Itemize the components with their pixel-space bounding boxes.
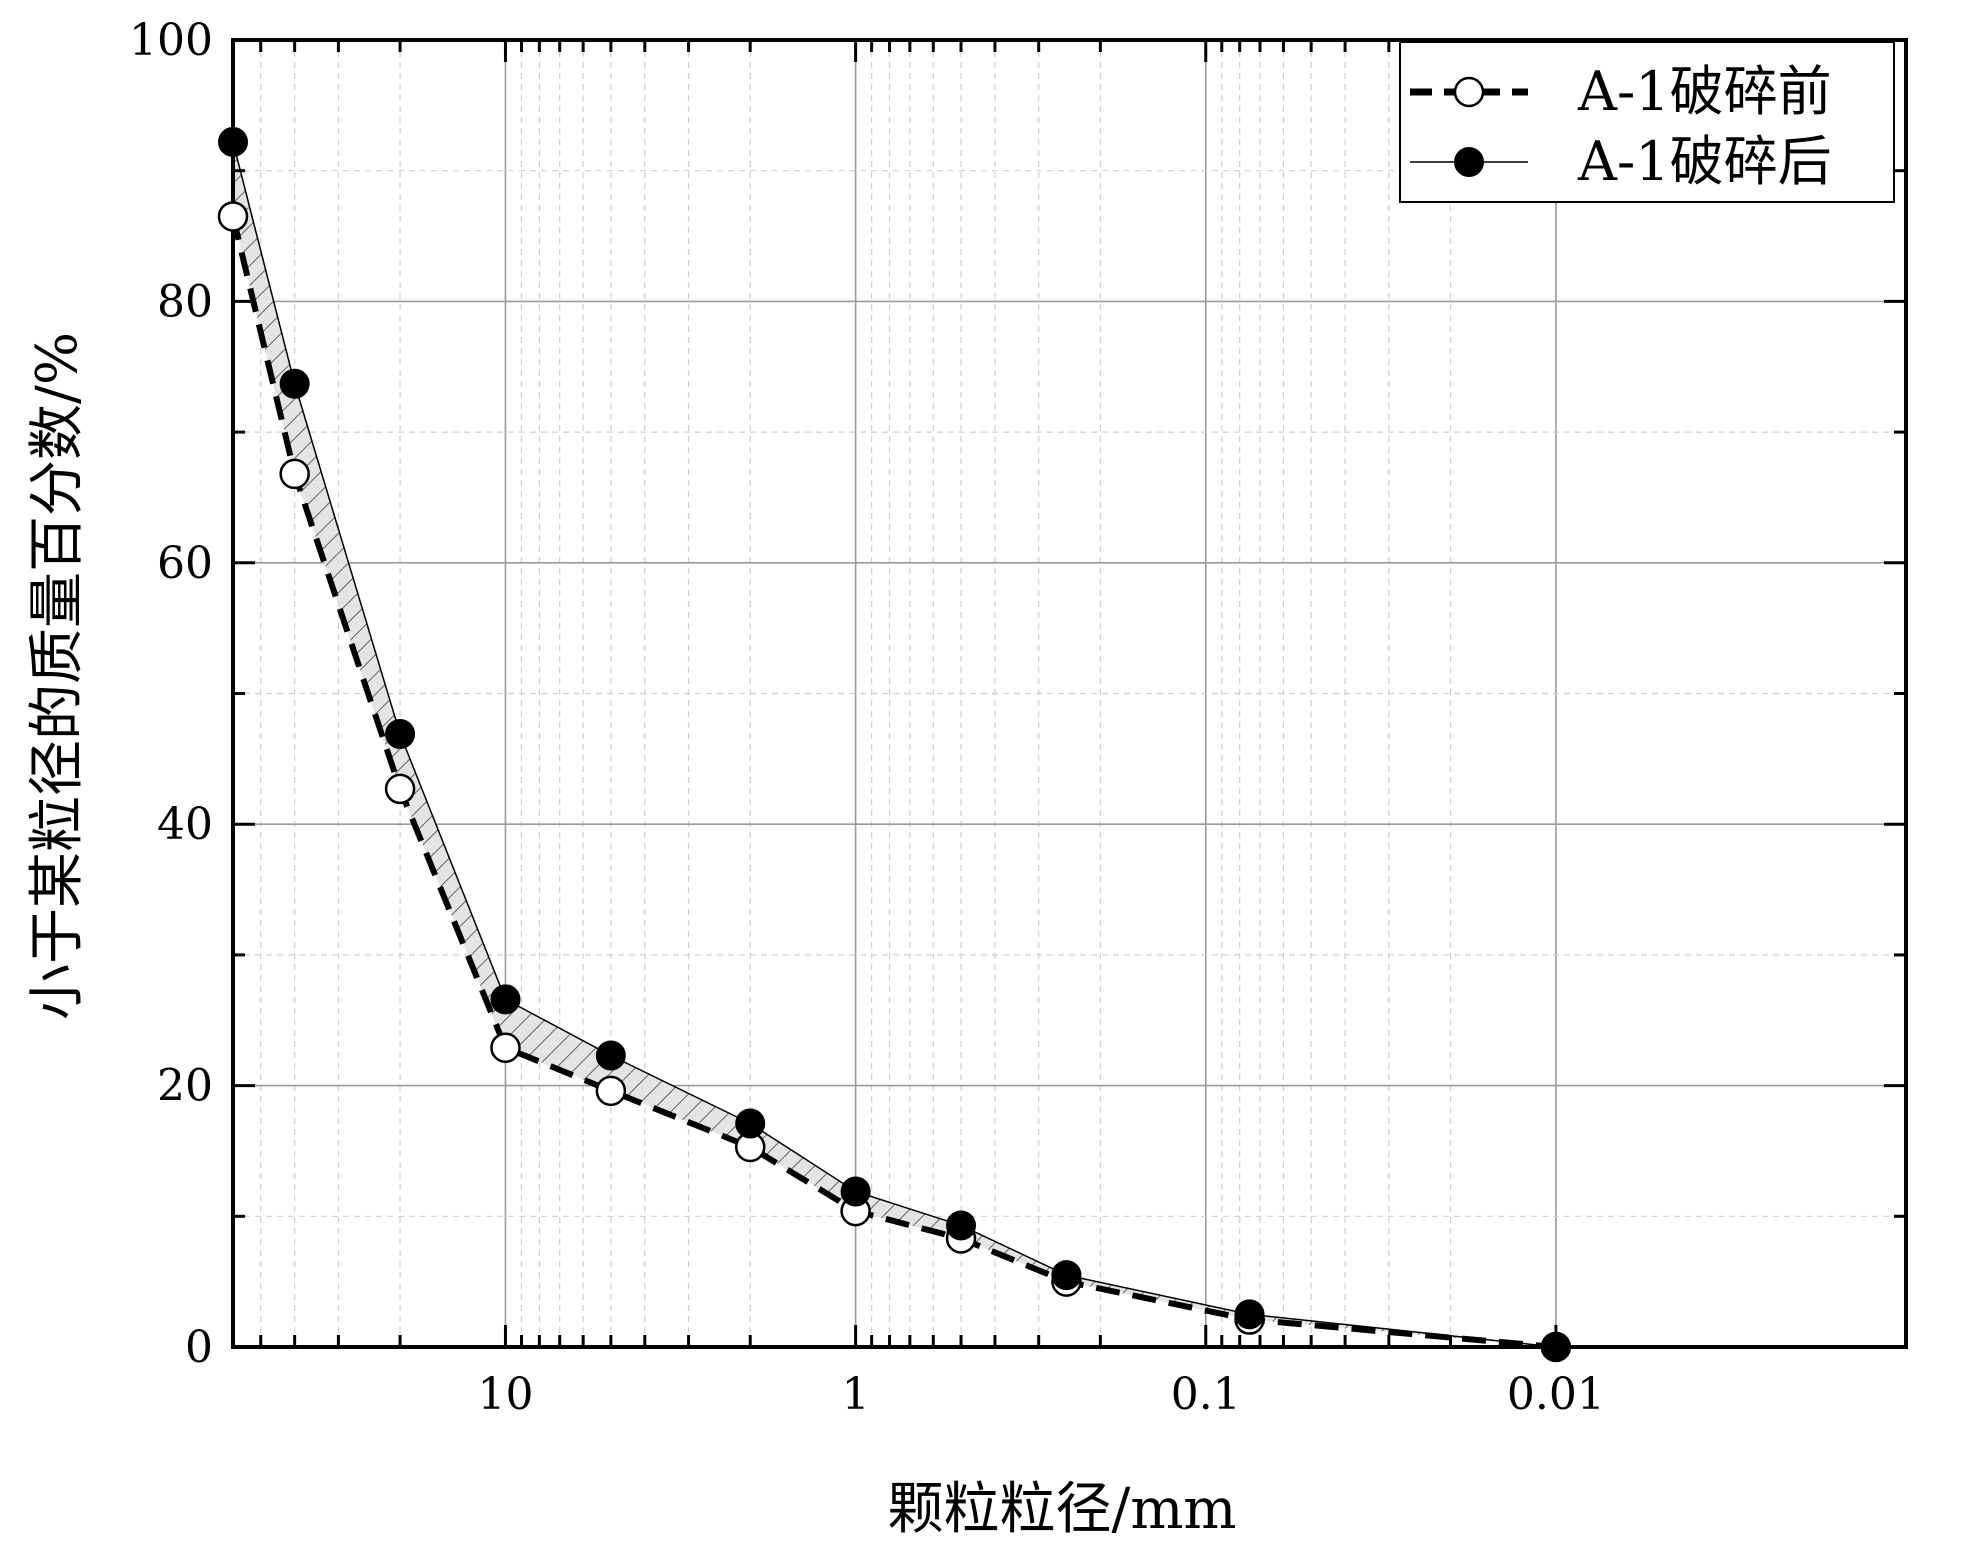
legend-box — [1399, 41, 1895, 203]
point-before-crushing — [595, 1075, 627, 1107]
y-tick-label: 20 — [157, 1061, 213, 1112]
point-before-crushing — [490, 1032, 521, 1063]
legend-label-series-1: A-1破碎前 — [1577, 60, 1832, 123]
point-after-crushing — [840, 1176, 871, 1207]
point-before-crushing — [279, 458, 310, 490]
shaded-difference-area — [233, 141, 1556, 1347]
x-axis-title: 颗粒粒径/mm — [887, 1477, 1236, 1542]
x-tick-label: 0.01 — [1507, 1369, 1605, 1420]
grid — [233, 40, 1906, 1347]
x-tick-label: 0.1 — [1171, 1369, 1241, 1420]
y-axis-title: 小于某粒径的质量百分数/% — [25, 332, 90, 1020]
point-before-crushing — [217, 201, 249, 232]
series-line-before-crushing — [230, 215, 1557, 1350]
axis-ticks — [231, 38, 1906, 1349]
y-tick-label: 80 — [157, 276, 213, 327]
point-after-crushing — [1234, 1299, 1265, 1330]
legend: A-1破碎前 A-1破碎后 — [1399, 41, 1895, 203]
y-tick-label: 60 — [157, 538, 213, 589]
legend-marker-series-2 — [1454, 147, 1484, 177]
point-after-crushing — [279, 368, 310, 399]
difference-hatch-polygon — [233, 141, 1556, 1347]
point-after-crushing — [735, 1108, 766, 1139]
x-tick-label: 1 — [842, 1369, 870, 1420]
series-markers — [217, 126, 1572, 1363]
point-after-crushing — [218, 126, 248, 157]
legend-marker-series-1 — [1453, 76, 1485, 108]
point-after-crushing — [385, 719, 416, 750]
series-lines — [230, 141, 1557, 1350]
point-after-crushing — [1540, 1332, 1571, 1362]
point-after-crushing — [490, 984, 521, 1015]
y-tick-label: 40 — [157, 799, 213, 850]
y-tick-label: 100 — [129, 15, 213, 66]
point-after-crushing — [595, 1040, 626, 1071]
series-line-after-crushing — [232, 141, 1556, 1348]
legend-label-series-2: A-1破碎后 — [1577, 130, 1832, 193]
x-tick-label: 10 — [477, 1369, 533, 1420]
point-after-crushing — [1051, 1260, 1082, 1291]
point-after-crushing — [946, 1210, 977, 1241]
tick-labels: 10 1 0.1 0.01 0 20 40 60 80 100 — [129, 15, 1605, 1420]
y-tick-label: 0 — [185, 1322, 213, 1373]
point-before-crushing — [384, 773, 416, 805]
